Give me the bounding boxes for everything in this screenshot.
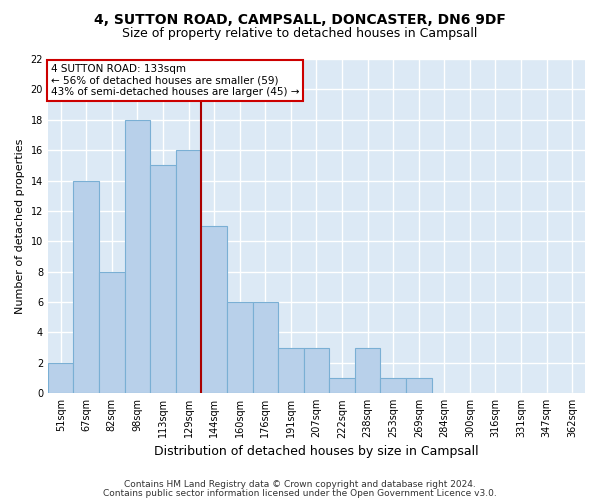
Bar <box>278 348 304 393</box>
Text: 4 SUTTON ROAD: 133sqm
← 56% of detached houses are smaller (59)
43% of semi-deta: 4 SUTTON ROAD: 133sqm ← 56% of detached … <box>50 64 299 97</box>
Text: Contains public sector information licensed under the Open Government Licence v3: Contains public sector information licen… <box>103 488 497 498</box>
Text: 4, SUTTON ROAD, CAMPSALL, DONCASTER, DN6 9DF: 4, SUTTON ROAD, CAMPSALL, DONCASTER, DN6… <box>94 12 506 26</box>
Text: Contains HM Land Registry data © Crown copyright and database right 2024.: Contains HM Land Registry data © Crown c… <box>124 480 476 489</box>
Bar <box>202 226 227 393</box>
Bar <box>329 378 355 393</box>
Bar <box>380 378 406 393</box>
Bar <box>304 348 329 393</box>
Text: Size of property relative to detached houses in Campsall: Size of property relative to detached ho… <box>122 28 478 40</box>
Bar <box>227 302 253 393</box>
Bar <box>99 272 125 393</box>
Bar <box>150 166 176 393</box>
Bar <box>48 363 73 393</box>
Y-axis label: Number of detached properties: Number of detached properties <box>15 138 25 314</box>
Bar <box>406 378 431 393</box>
X-axis label: Distribution of detached houses by size in Campsall: Distribution of detached houses by size … <box>154 444 479 458</box>
Bar <box>176 150 202 393</box>
Bar <box>355 348 380 393</box>
Bar <box>73 180 99 393</box>
Bar <box>253 302 278 393</box>
Bar <box>125 120 150 393</box>
